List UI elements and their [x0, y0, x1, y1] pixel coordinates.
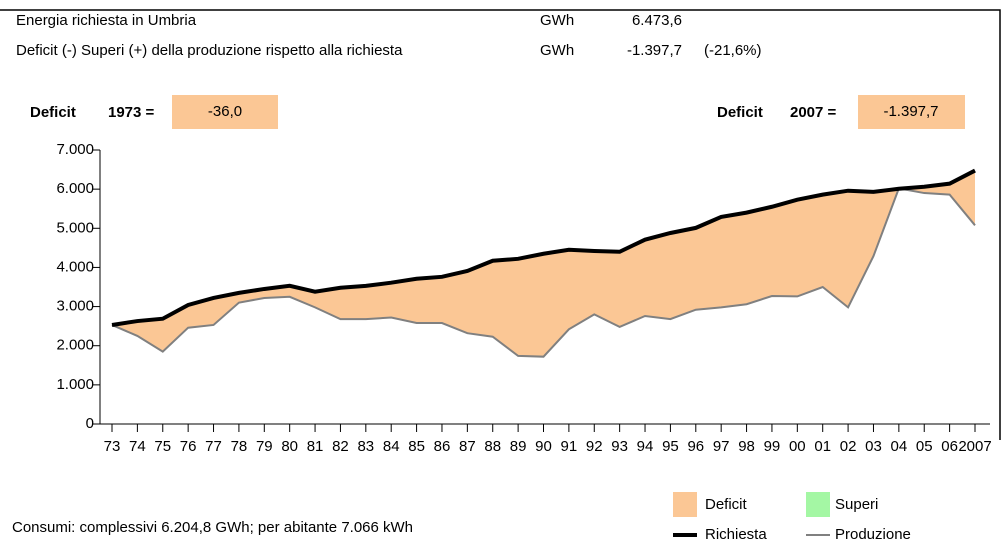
deficit-area: [112, 170, 975, 357]
x-tick-label: 98: [738, 438, 755, 455]
x-tick-label: 99: [764, 438, 781, 455]
legend-swatch: [673, 492, 697, 517]
y-tick-label: 7.000: [56, 141, 94, 158]
legend-swatch: [806, 492, 830, 517]
y-tick-label: 0: [86, 415, 94, 432]
x-tick-label: 00: [789, 438, 806, 455]
y-tick-label: 2.000: [56, 337, 94, 354]
box-year: 1973 =: [108, 104, 155, 121]
box-label: Deficit: [30, 104, 76, 121]
x-tick-label: 89: [510, 438, 527, 455]
x-tick-label: 95: [662, 438, 679, 455]
frame: [0, 9, 1001, 440]
box-label: Deficit: [717, 104, 763, 121]
value-box: [858, 95, 965, 129]
x-tick-label: 87: [459, 438, 476, 455]
y-tick-label: 4.000: [56, 258, 94, 275]
x-tick-label: 76: [180, 438, 197, 455]
x-tick-label: 92: [586, 438, 603, 455]
y-tick-label: 6.000: [56, 180, 94, 197]
footer: Consumi: complessivi 6.204,8 GWh; per ab…: [12, 519, 413, 536]
header-unit: GWh: [540, 12, 574, 29]
legend-label: Deficit: [705, 496, 748, 513]
header-label: Energia richiesta in Umbria: [16, 12, 197, 29]
header-value: 6.473,6: [632, 12, 682, 29]
value-box: [172, 95, 278, 129]
x-tick-label: 96: [687, 438, 704, 455]
x-tick-label: 91: [561, 438, 578, 455]
x-tick-label: 78: [231, 438, 248, 455]
legend-label: Richiesta: [705, 526, 767, 542]
x-tick-label: 01: [814, 438, 831, 455]
x-tick-label: 03: [865, 438, 882, 455]
x-tick-label: 94: [637, 438, 654, 455]
x-tick-label: 05: [916, 438, 933, 455]
legend-label: Superi: [835, 496, 878, 513]
header-value: -1.397,7: [627, 42, 682, 59]
x-tick-label: 93: [611, 438, 628, 455]
x-tick-label: 85: [408, 438, 425, 455]
x-tick-label: 86: [434, 438, 451, 455]
x-tick-label: 83: [357, 438, 374, 455]
x-tick-label: 90: [535, 438, 552, 455]
x-tick-label: 74: [129, 438, 146, 455]
box-value: -36,0: [208, 103, 242, 120]
x-tick-label: 80: [281, 438, 298, 455]
x-tick-label: 82: [332, 438, 349, 455]
x-tick-label: 04: [891, 438, 908, 455]
x-tick-label: 06: [941, 438, 958, 455]
x-tick-label: 81: [307, 438, 324, 455]
x-tick-label: 79: [256, 438, 273, 455]
y-tick-label: 5.000: [56, 219, 94, 236]
header-percent: (-21,6%): [704, 42, 762, 59]
header-unit: GWh: [540, 42, 574, 59]
x-tick-label: 75: [154, 438, 171, 455]
x-tick-label: 97: [713, 438, 730, 455]
legend-label: Produzione: [835, 526, 911, 542]
series-line: [111, 187, 976, 358]
box-value: -1.397,7: [883, 103, 938, 120]
x-tick-label: 84: [383, 438, 400, 455]
x-tick-label: 2007: [958, 438, 991, 455]
y-tick-label: 3.000: [56, 298, 94, 315]
box-year: 2007 =: [790, 104, 837, 121]
series-line: [111, 168, 976, 327]
x-tick-label: 02: [840, 438, 857, 455]
x-tick-label: 73: [104, 438, 121, 455]
header-label: Deficit (-) Superi (+) della produzione …: [16, 42, 403, 59]
y-tick-label: 1.000: [56, 376, 94, 393]
x-tick-label: 88: [484, 438, 501, 455]
x-tick-label: 77: [205, 438, 222, 455]
